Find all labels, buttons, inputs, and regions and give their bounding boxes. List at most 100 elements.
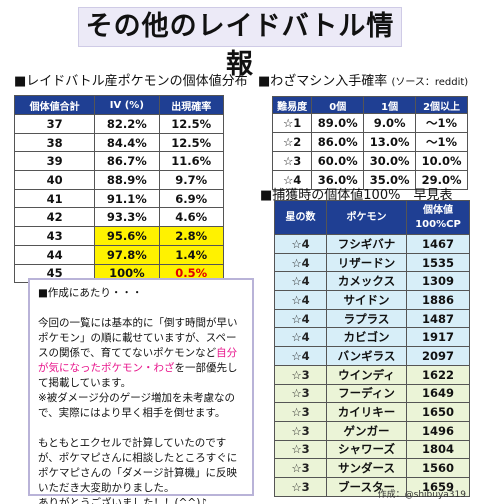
catch-cp-cell: 1622 xyxy=(406,364,470,385)
note-para1-highlight: 自分が気になったポケモン・わざ xyxy=(38,347,238,374)
note-paragraph-3: もともとエクセルで計算していたのですが、ポケマピさんに相談したところすぐにポケマ… xyxy=(38,437,238,494)
iv-percent-cell: 84.4% xyxy=(94,132,160,153)
note-heading: ■作成にあたり・・・ xyxy=(38,287,143,299)
tm-value-cell: ～1% xyxy=(415,132,468,152)
tm-difficulty-cell: ☆4 xyxy=(271,170,313,190)
iv-percent-cell: 95.6% xyxy=(94,226,160,246)
tm-value-cell: 30.0% xyxy=(363,151,417,171)
iv-section-heading: ■レイドバトル産ポケモンの個体値分布 xyxy=(14,74,248,89)
catch-cp-cell: 1917 xyxy=(406,327,470,348)
author-note-box: ■作成にあたり・・・ 今回の一覧には基本的に「倒す時間が早いポケモン」の順に載せ… xyxy=(28,278,254,504)
catch-stars-cell: ☆4 xyxy=(274,252,327,273)
catch-stars-cell: ☆4 xyxy=(274,327,327,348)
catch-cp-cell: 1659 xyxy=(406,476,470,497)
iv-distribution-table: 個体値合計 IV (%) 出現確率 37 82.2% 12.5% 38 84.4% 12… xyxy=(13,95,224,284)
catch-header-stars: 星の数 xyxy=(274,200,327,235)
catch-pokemon-cell: ラプラス xyxy=(326,308,407,329)
catch-cp-cell: 1535 xyxy=(406,252,470,273)
iv-probability-cell: 4.6% xyxy=(158,207,224,228)
iv-probability-cell: 12.5% xyxy=(158,132,224,153)
catch-cp-cell: 1496 xyxy=(406,420,470,441)
iv-probability-cell: 2.8% xyxy=(158,226,224,246)
tm-source-note: (ソース：reddit) xyxy=(391,77,469,88)
catch-pokemon-cell: リザードン xyxy=(326,252,407,273)
catch-header-cp: 個体値 100%CP xyxy=(406,200,470,235)
catch-cp-cell: 1649 xyxy=(406,383,470,404)
catch-stars-cell: ☆4 xyxy=(274,271,327,292)
catch-pokemon-cell: ウインディ xyxy=(326,364,407,385)
catch-pokemon-cell: ブースター xyxy=(326,476,407,497)
table-row: 43 95.6% 2.8% xyxy=(13,226,224,246)
iv-total-cell: 37 xyxy=(13,114,96,134)
table-row: ☆3 フーディン 1649 xyxy=(274,383,470,404)
catch-stars-cell: ☆3 xyxy=(274,420,327,441)
table-row: ☆4 ラプラス 1487 xyxy=(274,308,470,329)
catch-pokemon-cell: サンダース xyxy=(326,458,407,478)
catch-cp-cell: 2097 xyxy=(406,346,470,366)
iv-total-cell: 39 xyxy=(13,151,96,172)
table-row: ☆3 サンダース 1560 xyxy=(274,458,470,478)
table-row: ☆4 36.0% 35.0% 29.0% xyxy=(271,170,468,190)
tm-value-cell: 89.0% xyxy=(311,113,365,133)
iv-probability-cell: 11.6% xyxy=(158,151,224,172)
iv-header-probability: 出現確率 xyxy=(158,95,224,115)
iv-header-percent: IV (%) xyxy=(94,95,160,115)
catch-stars-cell: ☆4 xyxy=(274,234,327,254)
iv-probability-cell: 6.9% xyxy=(158,188,224,209)
tm-value-cell: 29.0% xyxy=(415,170,468,190)
note-para1-text: 今回の一覧には基本的に「倒す時間が早いポケモン」の順に載せていますが、スペースの… xyxy=(38,317,238,359)
tm-header-two-plus: 2個以上 xyxy=(415,96,468,114)
table-row: 40 88.9% 9.7% xyxy=(13,170,224,190)
iv-probability-cell: 12.5% xyxy=(158,114,224,134)
page-title: その他のレイドバトル情報 xyxy=(78,7,402,80)
table-row: ☆3 カイリキー 1650 xyxy=(274,402,470,422)
catch-header-pokemon: ポケモン xyxy=(326,200,407,235)
iv-total-cell: 40 xyxy=(13,170,96,190)
tm-section-heading: ■わざマシン入手確率 (ソース：reddit) xyxy=(258,70,468,89)
catch-pokemon-cell: フシギバナ xyxy=(326,234,407,254)
catch-cp-cell: 1886 xyxy=(406,290,470,310)
iv-total-cell: 41 xyxy=(13,188,96,209)
tm-difficulty-cell: ☆1 xyxy=(271,113,313,133)
tm-probability-table: 難易度 0個 1個 2個以上 ☆1 89.0% 9.0% ～1% ☆2 86.0% 13.… xyxy=(271,96,468,190)
iv-header-total: 個体値合計 xyxy=(13,95,96,115)
tm-value-cell: 13.0% xyxy=(363,132,417,152)
catch-pokemon-cell: バンギラス xyxy=(326,346,407,366)
tm-value-cell: 10.0% xyxy=(415,151,468,171)
catch-pokemon-cell: カイリキー xyxy=(326,402,407,422)
table-row: ☆4 カメックス 1309 xyxy=(274,271,470,292)
table-row: ☆4 フシギバナ 1467 xyxy=(274,234,470,254)
tm-value-cell: 9.0% xyxy=(363,113,417,133)
catch-stars-cell: ☆4 xyxy=(274,346,327,366)
catch-pokemon-cell: シャワーズ xyxy=(326,439,407,460)
note-para1-end: を一部優先して掲載しています。 xyxy=(38,362,238,389)
catch-stars-cell: ☆3 xyxy=(274,402,327,422)
catch-stars-cell: ☆3 xyxy=(274,458,327,478)
catch-cp-cell: 1309 xyxy=(406,271,470,292)
table-row: ☆3 ゲンガー 1496 xyxy=(274,420,470,441)
table-row: 44 97.8% 1.4% xyxy=(13,244,224,265)
table-row: ☆4 リザードン 1535 xyxy=(274,252,470,273)
table-row: 39 86.7% 11.6% xyxy=(13,151,224,172)
iv-total-cell: 38 xyxy=(13,132,96,153)
iv-total-cell: 44 xyxy=(13,244,96,265)
table-row: ☆2 86.0% 13.0% ～1% xyxy=(271,132,468,152)
iv-percent-cell: 88.9% xyxy=(94,170,160,190)
catch-pokemon-cell: サイドン xyxy=(326,290,407,310)
catch-cp-cell: 1650 xyxy=(406,402,470,422)
tm-difficulty-cell: ☆2 xyxy=(271,132,313,152)
table-row: ☆4 カビゴン 1917 xyxy=(274,327,470,348)
note-paragraph-2: ※被ダメージ分のゲージ増加を未考慮なので、実際にはより早く相手を倒せます。 xyxy=(38,392,236,419)
catch-pokemon-cell: カビゴン xyxy=(326,327,407,348)
iv-percent-cell: 97.8% xyxy=(94,244,160,265)
tm-heading-text: ■わざマシン入手確率 xyxy=(258,74,388,89)
table-row: ☆4 バンギラス 2097 xyxy=(274,346,470,366)
table-row: 42 93.3% 4.6% xyxy=(13,207,224,228)
tm-value-cell: 60.0% xyxy=(311,151,365,171)
table-row: 38 84.4% 12.5% xyxy=(13,132,224,153)
iv-percent-cell: 93.3% xyxy=(94,207,160,228)
catch-stars-cell: ☆3 xyxy=(274,439,327,460)
catch-stars-cell: ☆4 xyxy=(274,308,327,329)
tm-value-cell: 86.0% xyxy=(311,132,365,152)
catch-cp-cell: 1560 xyxy=(406,458,470,478)
